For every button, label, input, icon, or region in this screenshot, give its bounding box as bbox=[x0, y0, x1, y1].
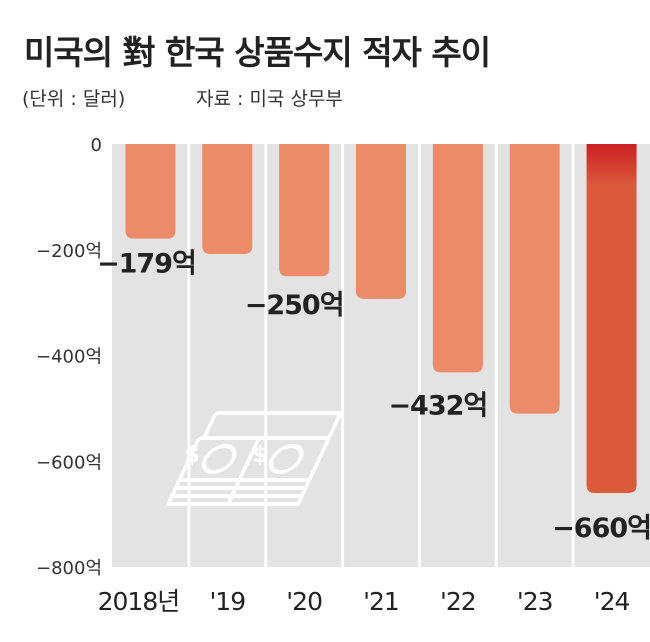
x-tick-label-0: 2018년 bbox=[98, 587, 180, 616]
data-label-4: −432억 bbox=[388, 390, 487, 421]
y-tick-label-4: −800억 bbox=[36, 558, 102, 579]
bar-4 bbox=[432, 144, 483, 373]
y-axis: 0 −200억 −400억 −600억 −800억 bbox=[36, 135, 102, 579]
data-label-2: −250억 bbox=[245, 290, 344, 321]
y-tick-label-2: −400억 bbox=[36, 347, 102, 368]
x-tick-label-1: '19 bbox=[209, 587, 245, 616]
data-label-0: −179억 bbox=[97, 249, 196, 280]
unit-note: (단위 : 달러) bbox=[22, 88, 126, 110]
bar-2 bbox=[279, 144, 330, 277]
y-tick-label-1: −200억 bbox=[36, 241, 102, 262]
money-stack-icon: $ $ bbox=[166, 411, 342, 506]
x-tick-label-5: '23 bbox=[517, 587, 553, 616]
x-axis: 2018년 '19 '20 '21 '22 '23 '24 bbox=[98, 587, 631, 616]
x-tick-label-6: '24 bbox=[594, 587, 630, 616]
y-tick-label-0: 0 bbox=[91, 135, 102, 156]
bars-group: −179억 −250억 −432억 −660억 bbox=[97, 144, 650, 544]
bar-5 bbox=[509, 144, 560, 414]
x-tick-label-2: '20 bbox=[286, 587, 322, 616]
bar-6 bbox=[586, 144, 637, 493]
data-label-6: −660억 bbox=[552, 513, 650, 544]
x-tick-label-4: '22 bbox=[440, 587, 476, 616]
source-note: 자료 : 미국 상무부 bbox=[196, 88, 343, 110]
bar-3 bbox=[356, 144, 406, 299]
bar-0 bbox=[125, 144, 176, 239]
y-tick-label-3: −600억 bbox=[36, 452, 102, 473]
chart-title: 미국의 對 한국 상품수지 적자 추이 bbox=[24, 33, 491, 72]
svg-text:$: $ bbox=[184, 443, 199, 468]
x-tick-label-3: '21 bbox=[363, 587, 399, 616]
bar-1 bbox=[202, 144, 253, 254]
svg-text:$: $ bbox=[252, 443, 267, 468]
